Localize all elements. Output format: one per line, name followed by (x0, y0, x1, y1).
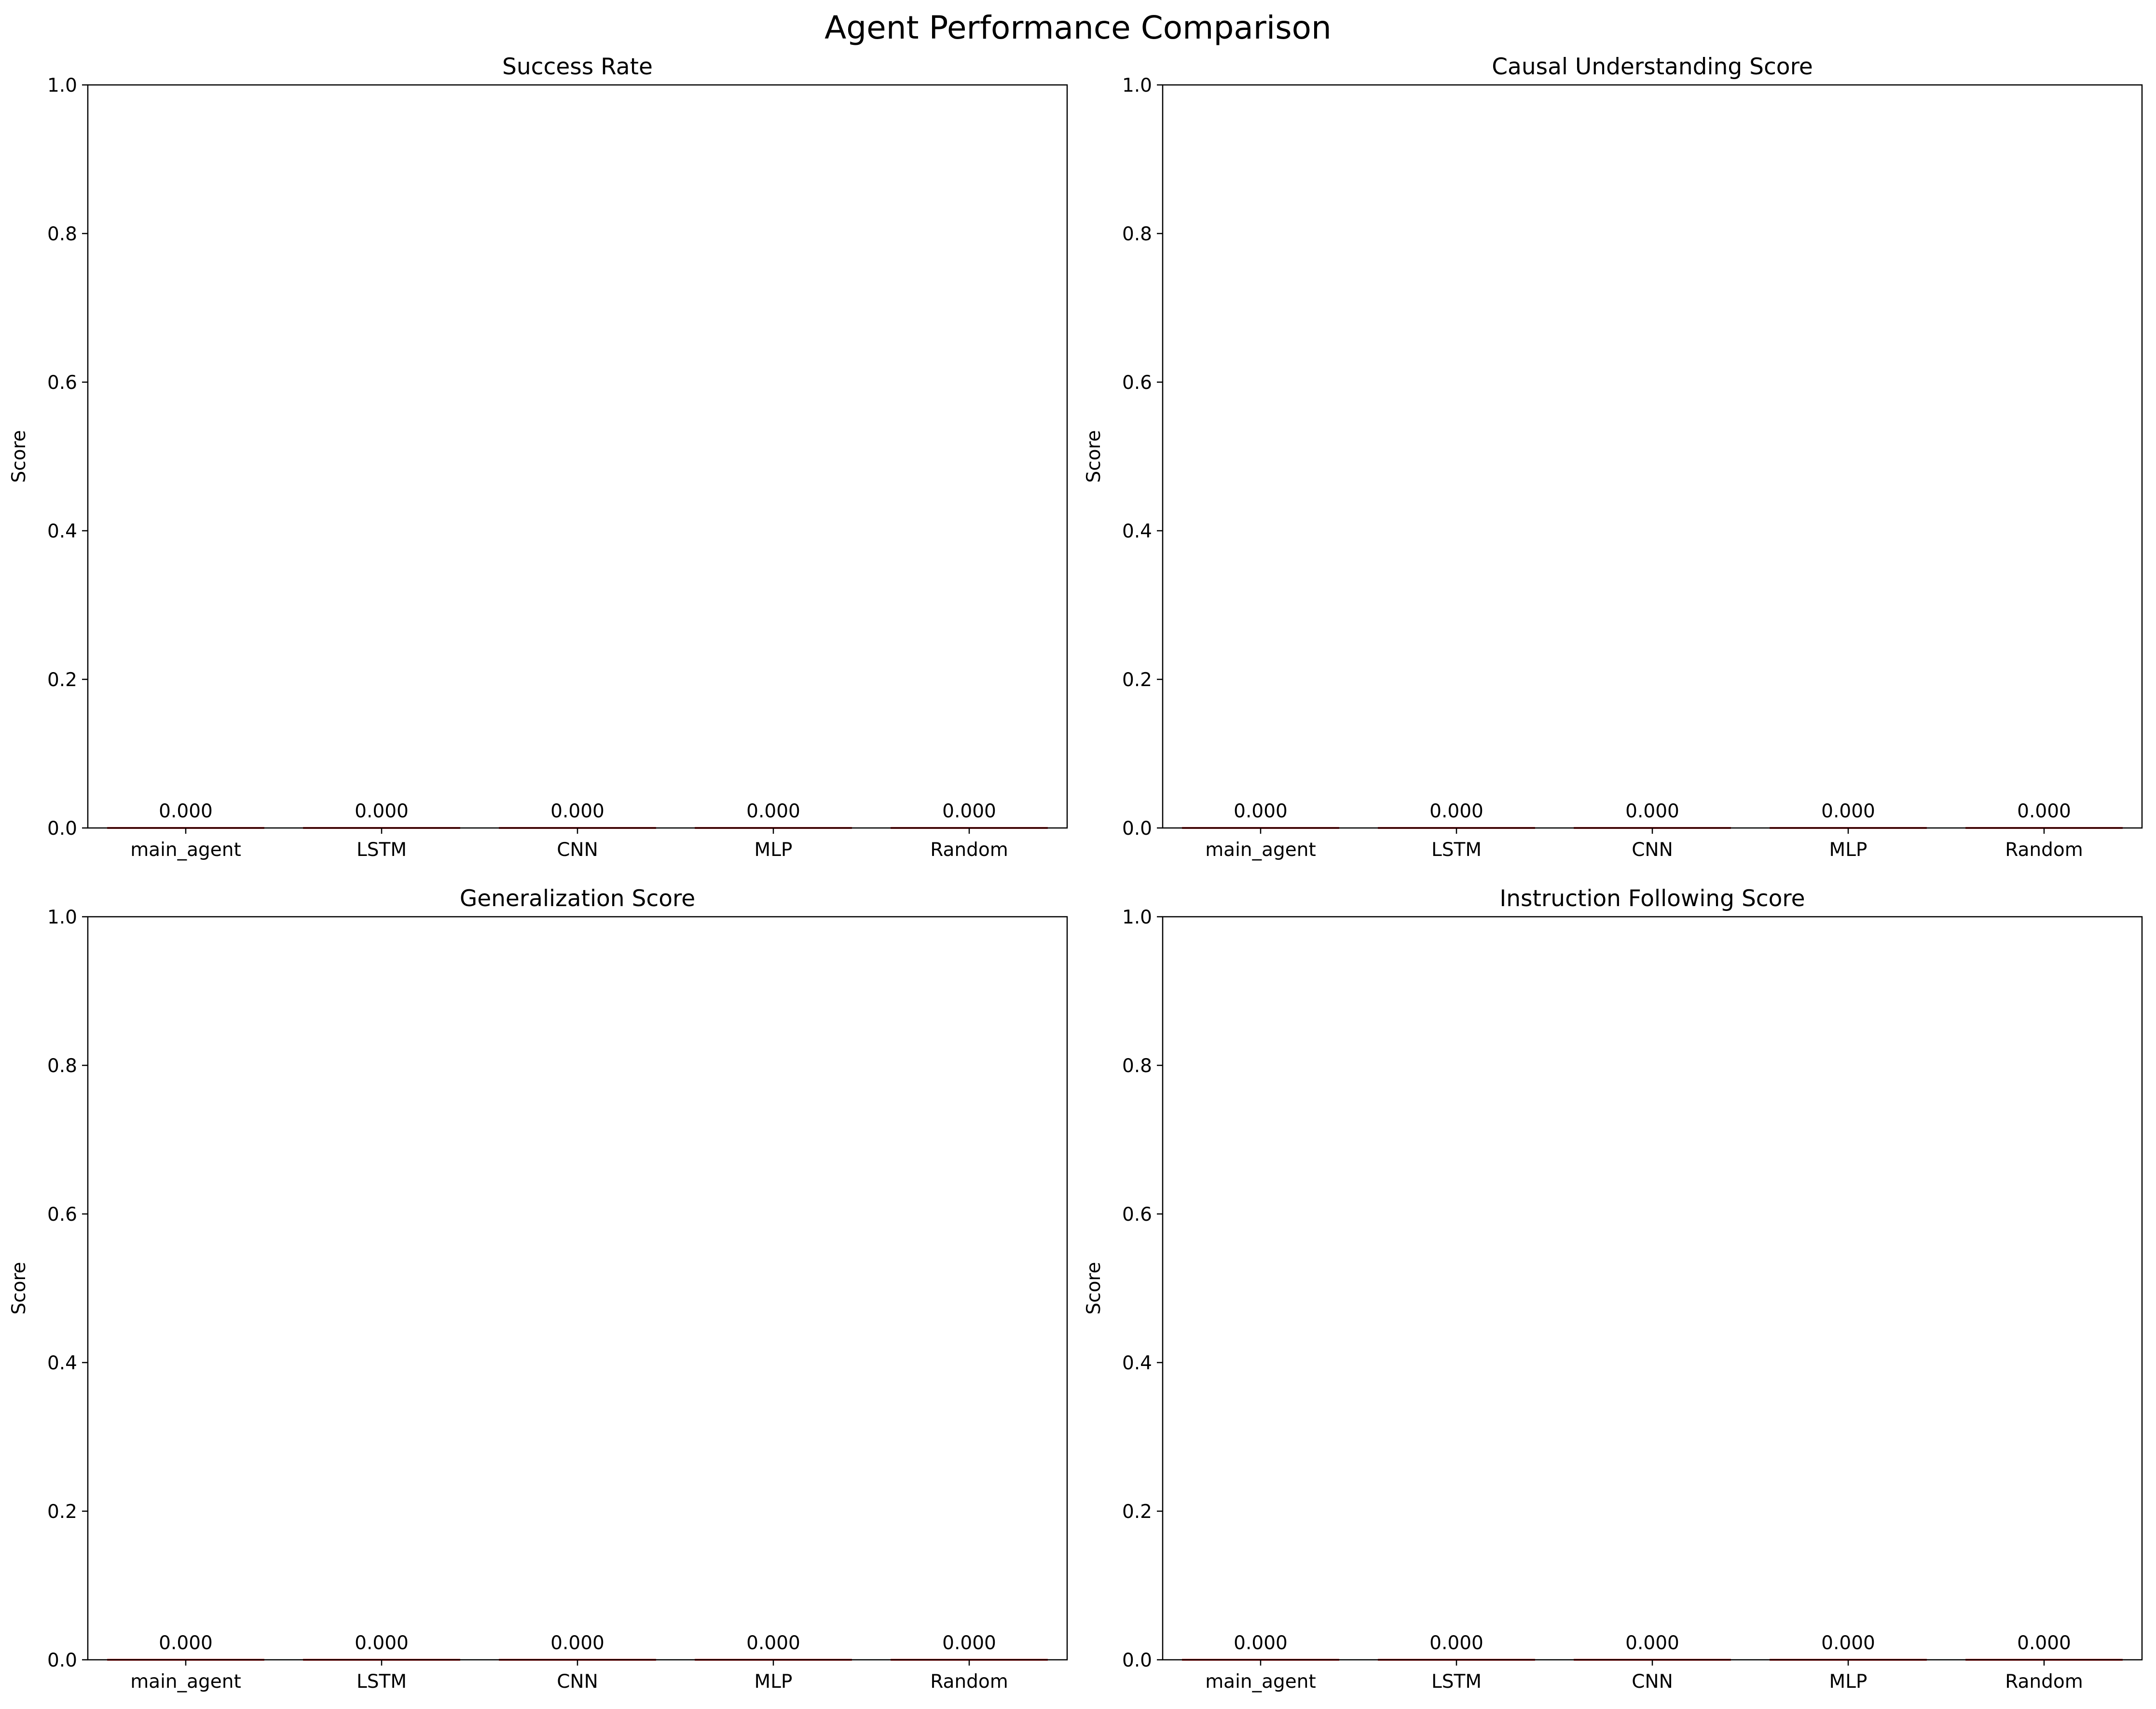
axes-frame (1162, 84, 2143, 829)
x-tick-label: LSTM (1431, 1671, 1482, 1693)
axes-frame (87, 916, 1068, 1661)
y-tick-label: 0.2 (1122, 669, 1152, 691)
bar-data-label: 0.000 (1429, 1632, 1483, 1654)
y-tick-label: 0.0 (1122, 1650, 1152, 1671)
y-axis-label: Score (1083, 1262, 1105, 1314)
y-tick-label: 1.0 (47, 75, 77, 96)
y-tick-label: 0.0 (47, 818, 77, 840)
y-tick-label: 0.2 (47, 1501, 77, 1523)
bar-data-label: 0.000 (2017, 1632, 2071, 1654)
x-tick-label: Random (2005, 1671, 2083, 1693)
bar-data-label: 0.000 (159, 800, 213, 822)
bar-data-label: 0.000 (1821, 1632, 1875, 1654)
subplot-2: Causal Understanding Score Score 0.0 0.2 0.4… (1083, 54, 2143, 861)
y-tick-label: 1.0 (1122, 75, 1152, 96)
bar-data-label: 0.000 (1234, 800, 1288, 822)
y-tick-label: 0.2 (1122, 1501, 1152, 1523)
x-tick-label: MLP (755, 1671, 793, 1693)
bar-data-label: 0.000 (746, 1632, 800, 1654)
y-tick-label: 0.0 (1122, 818, 1152, 840)
axes-frame (87, 84, 1068, 829)
axes-frame (1162, 916, 2143, 1661)
x-tick-label: MLP (1829, 839, 1868, 861)
subplot-title: Success Rate (502, 54, 653, 80)
x-tick-label: CNN (557, 1671, 598, 1693)
x-tick-label: MLP (755, 839, 793, 861)
x-tick-label: Random (2005, 839, 2083, 861)
y-tick-label: 0.8 (47, 1055, 77, 1077)
bar-data-label: 0.000 (942, 800, 996, 822)
subplot-1: Success Rate Score 0.0 0.2 0.4 0.6 0.8 1.0 main_… (8, 54, 1068, 861)
bar-data-label: 0.000 (1625, 800, 1679, 822)
bar-data-label: 0.000 (355, 1632, 409, 1654)
subplot-title: Causal Understanding Score (1492, 54, 1813, 80)
y-tick-label: 0.6 (1122, 372, 1152, 394)
y-tick-label: 0.6 (1122, 1204, 1152, 1226)
bar-data-label: 0.000 (159, 1632, 213, 1654)
subplot-4: Instruction Following Score Score 0.0 0.2 0.… (1083, 885, 2143, 1693)
x-tick-label: CNN (1632, 839, 1673, 861)
y-tick-label: 0.8 (1122, 223, 1152, 245)
y-axis-label: Score (8, 430, 30, 482)
y-tick-label: 0.0 (47, 1650, 77, 1671)
y-tick-label: 0.4 (1122, 1352, 1152, 1374)
y-tick-label: 0.4 (47, 521, 77, 542)
y-tick-label: 1.0 (1122, 907, 1152, 928)
y-tick-label: 0.6 (47, 1204, 77, 1226)
subplot-3: Generalization Score Score 0.0 0.2 0.4 0.6 0.8… (8, 885, 1068, 1693)
bar-data-label: 0.000 (942, 1632, 996, 1654)
figure-title: Agent Performance Comparison (824, 9, 1332, 46)
y-tick-label: 0.8 (1122, 1055, 1152, 1077)
bar-data-label: 0.000 (1821, 800, 1875, 822)
bar-data-label: 0.000 (550, 800, 604, 822)
x-tick-label: CNN (1632, 1671, 1673, 1693)
y-tick-label: 0.4 (47, 1352, 77, 1374)
bar-data-label: 0.000 (2017, 800, 2071, 822)
y-tick-label: 1.0 (47, 907, 77, 928)
bar-data-label: 0.000 (1234, 1632, 1288, 1654)
x-tick-label: main_agent (130, 1671, 241, 1693)
x-tick-label: main_agent (1205, 839, 1316, 861)
y-axis-label: Score (8, 1262, 30, 1314)
bar-data-label: 0.000 (550, 1632, 604, 1654)
y-axis-label: Score (1083, 430, 1105, 482)
subplot-title: Instruction Following Score (1499, 885, 1805, 912)
x-tick-label: main_agent (130, 839, 241, 861)
bar-data-label: 0.000 (355, 800, 409, 822)
y-tick-label: 0.2 (47, 669, 77, 691)
x-tick-label: MLP (1829, 1671, 1868, 1693)
x-tick-label: LSTM (357, 1671, 407, 1693)
x-tick-label: Random (930, 839, 1008, 861)
subplot-title: Generalization Score (460, 885, 695, 912)
y-tick-label: 0.6 (47, 372, 77, 394)
x-tick-label: CNN (557, 839, 598, 861)
x-tick-label: Random (930, 1671, 1008, 1693)
y-tick-label: 0.8 (47, 223, 77, 245)
x-tick-label: LSTM (357, 839, 407, 861)
bar-data-label: 0.000 (746, 800, 800, 822)
bar-data-label: 0.000 (1625, 1632, 1679, 1654)
x-tick-label: LSTM (1431, 839, 1482, 861)
y-tick-label: 0.4 (1122, 521, 1152, 542)
x-tick-label: main_agent (1205, 1671, 1316, 1693)
bar-data-label: 0.000 (1429, 800, 1483, 822)
